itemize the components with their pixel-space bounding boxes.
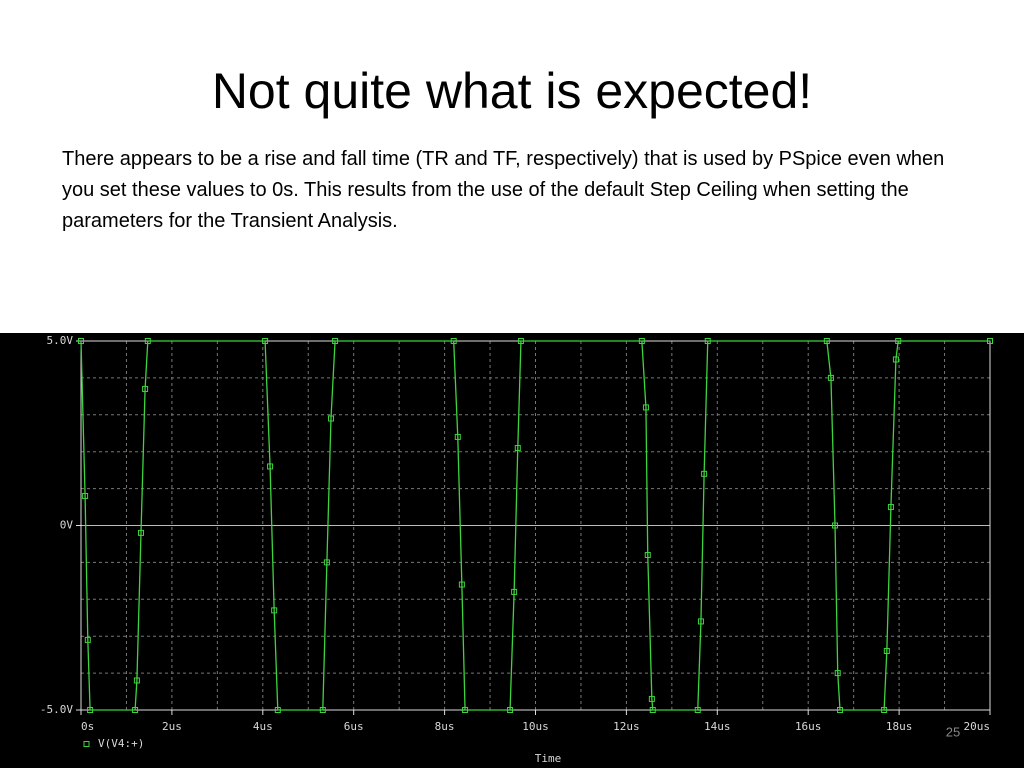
data-point (895, 338, 902, 344)
data-point (694, 707, 701, 713)
y-tick-label: 0V (60, 519, 74, 532)
x-tick-label: 20us (964, 720, 991, 733)
data-point (832, 522, 839, 529)
data-point (271, 607, 278, 614)
data-point (987, 338, 993, 344)
data-point (137, 529, 144, 536)
data-point (649, 707, 656, 713)
data-point (132, 707, 139, 713)
data-point (514, 445, 521, 452)
data-point (87, 707, 94, 713)
page-number: 25 (946, 724, 960, 739)
x-tick-label: 12us (613, 720, 640, 733)
x-tick-label: 10us (522, 720, 549, 733)
y-tick-label: -5.0V (40, 703, 73, 716)
data-point (450, 338, 457, 344)
data-point (507, 707, 514, 713)
data-point (642, 404, 649, 411)
data-point (517, 338, 524, 344)
data-point (144, 338, 151, 344)
x-tick-label: 2us (162, 720, 182, 733)
data-point (454, 433, 461, 440)
data-point (827, 374, 834, 381)
data-point (834, 670, 841, 677)
y-tick-label: 5.0V (47, 334, 74, 347)
x-tick-label: 16us (795, 720, 822, 733)
data-point (697, 618, 704, 625)
slide-title: Not quite what is expected! (211, 63, 813, 119)
x-tick-label: 0s (81, 720, 94, 733)
data-point (648, 695, 655, 702)
data-point (887, 504, 894, 511)
data-point (274, 707, 281, 713)
x-tick-label: 18us (886, 720, 913, 733)
x-tick-label: 6us (344, 720, 364, 733)
data-point (462, 707, 469, 713)
data-point (78, 338, 84, 344)
slide-body: There appears to be a rise and fall time… (62, 148, 945, 232)
data-point (267, 463, 274, 470)
data-point (82, 492, 89, 499)
chart-background (0, 333, 1024, 768)
data-point (327, 415, 334, 422)
data-point (511, 588, 518, 595)
x-tick-label: 14us (704, 720, 731, 733)
legend-label: V(V4:+) (98, 737, 144, 750)
data-point (892, 356, 899, 363)
data-point (332, 338, 339, 344)
data-point (262, 338, 269, 344)
data-point (883, 647, 890, 654)
data-point (319, 707, 326, 713)
data-point (704, 338, 711, 344)
legend-marker (83, 741, 90, 747)
data-point (323, 559, 330, 566)
data-point (638, 338, 645, 344)
data-point (881, 707, 888, 713)
x-axis-label: Time (535, 752, 562, 765)
data-point (133, 677, 140, 684)
data-point (837, 707, 844, 713)
data-point (458, 581, 465, 588)
data-point (823, 338, 830, 344)
data-point (701, 470, 708, 477)
x-tick-label: 8us (435, 720, 455, 733)
data-point (142, 385, 149, 392)
data-point (84, 636, 91, 643)
series-line (80, 340, 990, 711)
data-point (644, 552, 651, 559)
x-tick-label: 4us (253, 720, 273, 733)
